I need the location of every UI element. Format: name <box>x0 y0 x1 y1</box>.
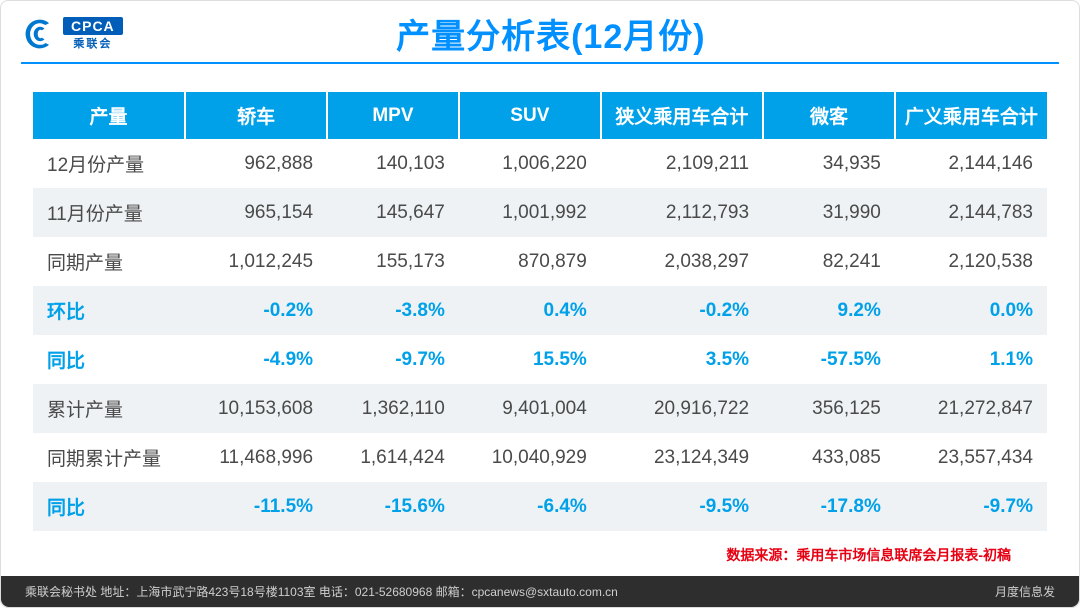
table-cell: 965,154 <box>185 188 327 237</box>
table-cell: 1,362,110 <box>327 384 459 433</box>
table-cell: 0.4% <box>459 286 601 335</box>
table-cell: 12月份产量 <box>33 139 185 188</box>
header: CPCA 乘联会 产量分析表(12月份) <box>1 1 1079 62</box>
source-note: 数据来源：乘用车市场信息联席会月报表-初稿 <box>33 531 1047 565</box>
table-cell: -0.2% <box>601 286 763 335</box>
table-cell: 9,401,004 <box>459 384 601 433</box>
table-cell: 同比 <box>33 482 185 531</box>
table-cell: 2,120,538 <box>895 237 1047 286</box>
table-row: 同比-11.5%-15.6%-6.4%-9.5%-17.8%-9.7% <box>33 482 1047 531</box>
table-cell: 2,109,211 <box>601 139 763 188</box>
table-cell: 1,614,424 <box>327 433 459 482</box>
table-cell: 34,935 <box>763 139 895 188</box>
table-cell: 11,468,996 <box>185 433 327 482</box>
table-cell: 23,557,434 <box>895 433 1047 482</box>
table-header-cell: SUV <box>459 92 601 139</box>
table-body: 12月份产量962,888140,1031,006,2202,109,21134… <box>33 139 1047 531</box>
table-header-cell: 微客 <box>763 92 895 139</box>
table-header-cell: 狭义乘用车合计 <box>601 92 763 139</box>
footer-left: 乘联会秘书处 地址：上海市武宁路423号18号楼1103室 电话：021-526… <box>25 583 618 600</box>
table-cell: -15.6% <box>327 482 459 531</box>
table-cell: -11.5% <box>185 482 327 531</box>
table-row: 同期产量1,012,245155,173870,8792,038,29782,2… <box>33 237 1047 286</box>
table-cell: 0.0% <box>895 286 1047 335</box>
table-cell: 2,144,146 <box>895 139 1047 188</box>
table-cell: 3.5% <box>601 335 763 384</box>
table-cell: -57.5% <box>763 335 895 384</box>
table-cell: 2,038,297 <box>601 237 763 286</box>
table-cell: -17.8% <box>763 482 895 531</box>
table-cell: 356,125 <box>763 384 895 433</box>
table-cell: 23,124,349 <box>601 433 763 482</box>
page-title: 产量分析表(12月份) <box>43 9 1059 58</box>
table-cell: 10,040,929 <box>459 433 601 482</box>
table-cell: 累计产量 <box>33 384 185 433</box>
table-cell: 1,001,992 <box>459 188 601 237</box>
table-row: 环比-0.2%-3.8%0.4%-0.2%9.2%0.0% <box>33 286 1047 335</box>
table-header-cell: MPV <box>327 92 459 139</box>
production-table: 产量轿车MPVSUV狭义乘用车合计微客广义乘用车合计 12月份产量962,888… <box>33 92 1047 531</box>
table-cell: 9.2% <box>763 286 895 335</box>
table-cell: 155,173 <box>327 237 459 286</box>
table-header-row: 产量轿车MPVSUV狭义乘用车合计微客广义乘用车合计 <box>33 92 1047 139</box>
table-cell: 11月份产量 <box>33 188 185 237</box>
table-cell: 1,006,220 <box>459 139 601 188</box>
footer-right: 月度信息发 <box>995 583 1055 600</box>
table-cell: 1,012,245 <box>185 237 327 286</box>
table-cell: 同比 <box>33 335 185 384</box>
table-cell: 2,112,793 <box>601 188 763 237</box>
table-cell: 同期累计产量 <box>33 433 185 482</box>
table-cell: -9.7% <box>895 482 1047 531</box>
table-cell: 20,916,722 <box>601 384 763 433</box>
table-cell: 10,153,608 <box>185 384 327 433</box>
table-row: 同比-4.9%-9.7%15.5%3.5%-57.5%1.1% <box>33 335 1047 384</box>
table-cell: -0.2% <box>185 286 327 335</box>
table-header-cell: 广义乘用车合计 <box>895 92 1047 139</box>
table-cell: 15.5% <box>459 335 601 384</box>
table-row: 累计产量10,153,6081,362,1109,401,00420,916,7… <box>33 384 1047 433</box>
table-cell: 2,144,783 <box>895 188 1047 237</box>
slide: CPCA 乘联会 产量分析表(12月份) 产量轿车MPVSUV狭义乘用车合计微客… <box>0 0 1080 608</box>
table-cell: -9.7% <box>327 335 459 384</box>
table-cell: 环比 <box>33 286 185 335</box>
table-cell: 145,647 <box>327 188 459 237</box>
table-row: 12月份产量962,888140,1031,006,2202,109,21134… <box>33 139 1047 188</box>
table-row: 11月份产量965,154145,6471,001,9922,112,79331… <box>33 188 1047 237</box>
table-cell: 21,272,847 <box>895 384 1047 433</box>
table-cell: 同期产量 <box>33 237 185 286</box>
table-cell: -6.4% <box>459 482 601 531</box>
table-header-cell: 产量 <box>33 92 185 139</box>
content: 产量轿车MPVSUV狭义乘用车合计微客广义乘用车合计 12月份产量962,888… <box>1 64 1079 565</box>
table-cell: 870,879 <box>459 237 601 286</box>
table-cell: 31,990 <box>763 188 895 237</box>
table-cell: 140,103 <box>327 139 459 188</box>
table-cell: -9.5% <box>601 482 763 531</box>
table-cell: 962,888 <box>185 139 327 188</box>
table-cell: 1.1% <box>895 335 1047 384</box>
table-cell: -4.9% <box>185 335 327 384</box>
table-cell: -3.8% <box>327 286 459 335</box>
table-header-cell: 轿车 <box>185 92 327 139</box>
footer: 乘联会秘书处 地址：上海市武宁路423号18号楼1103室 电话：021-526… <box>1 576 1079 607</box>
table-row: 同期累计产量11,468,9961,614,42410,040,92923,12… <box>33 433 1047 482</box>
table-cell: 433,085 <box>763 433 895 482</box>
table-cell: 82,241 <box>763 237 895 286</box>
